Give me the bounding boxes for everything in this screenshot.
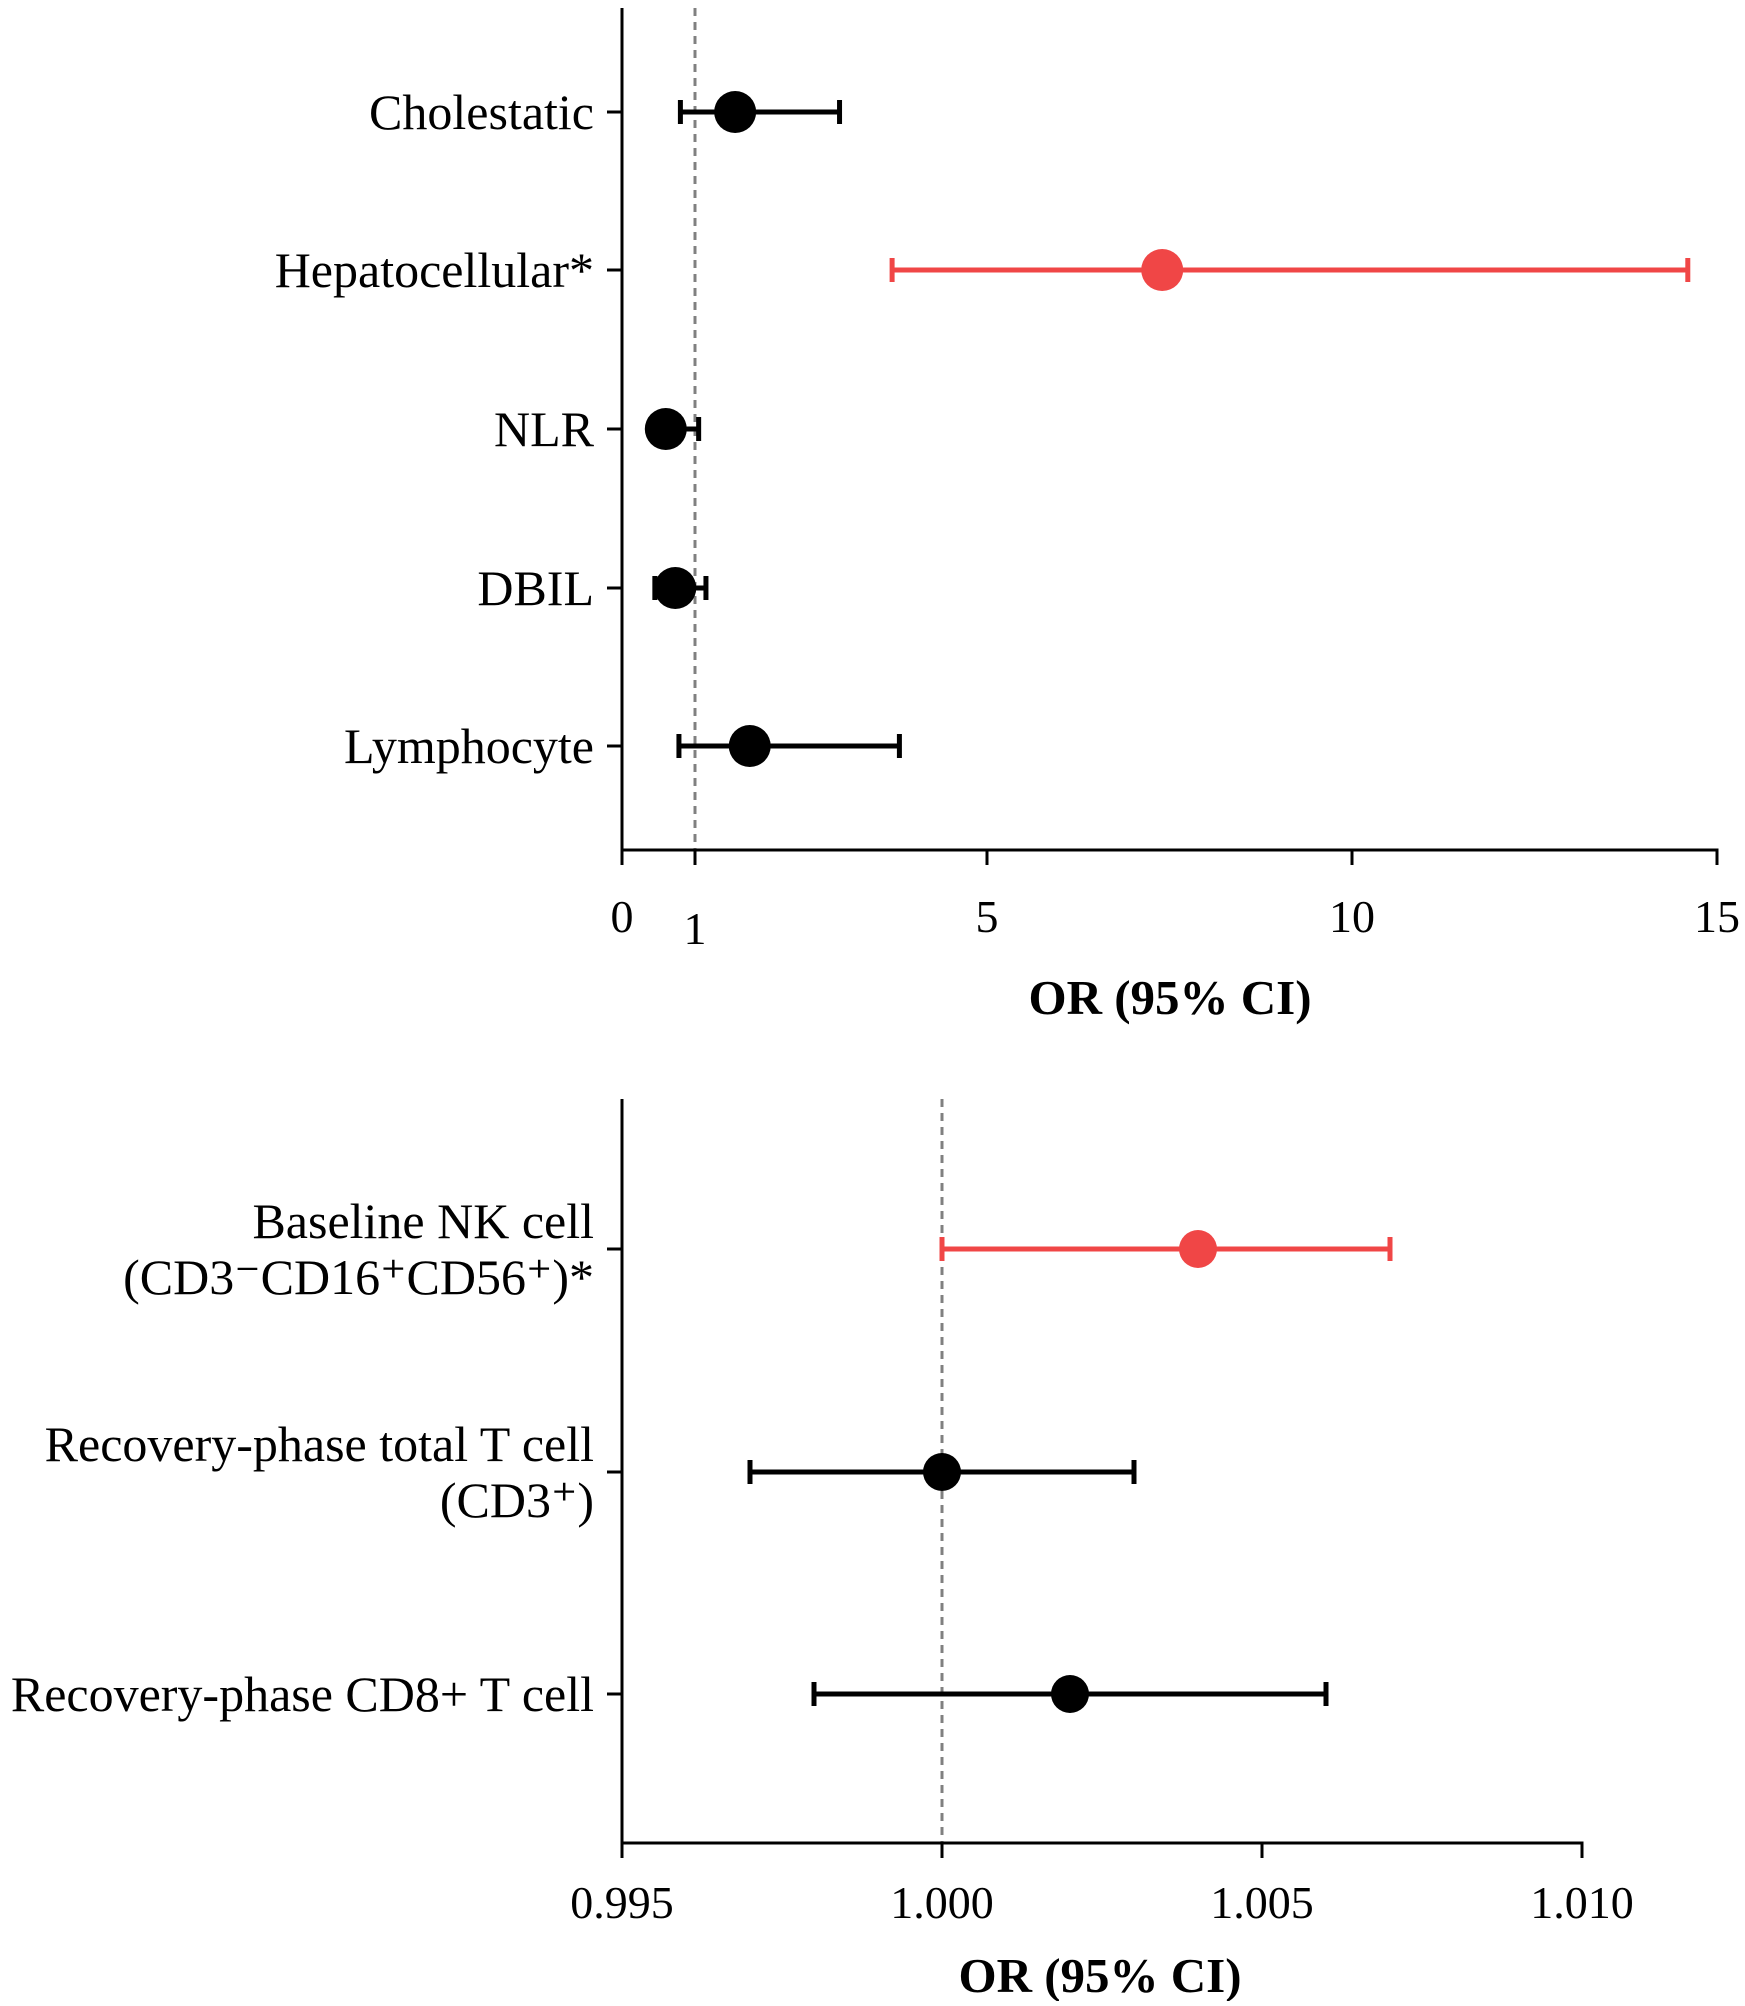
row-label: (CD3⁺) [440,1472,594,1528]
x-tick-label: 5 [976,891,999,942]
x-tick-label: 0 [611,891,634,942]
or-point [923,1453,961,1491]
row-label: Cholestatic [369,84,594,140]
x-tick-label: 1.000 [890,1877,994,1928]
row-label: Recovery-phase CD8+ T cell [11,1666,594,1722]
forest-panel-bottom: 0.995 1.000 1.005 1.010 OR (95% CI) Baseline … [11,1099,1634,2003]
x-tick-label: 1.010 [1530,1877,1634,1928]
row-label: NLR [494,401,595,457]
x-axis-title: OR (95% CI) [958,1948,1241,2001]
or-point [1051,1675,1089,1713]
row-label: Baseline NK cell [252,1193,594,1249]
or-point [1179,1230,1217,1268]
row-label: (CD3⁻CD16⁺CD56⁺)* [123,1249,594,1305]
or-point [644,408,687,450]
x-tick-label: 0.995 [570,1877,674,1928]
x-tick-label: 10 [1329,891,1375,942]
or-point [1141,249,1184,291]
x-tick-label: 1.005 [1210,1877,1314,1928]
x-tick-label: 15 [1694,891,1740,942]
or-point [654,567,697,609]
row-label: DBIL [477,560,594,616]
x-axis-title: OR (95% CI) [1028,970,1311,1025]
row-label: Hepatocellular* [275,242,594,298]
or-point [714,91,757,133]
row-label: Recovery-phase total T cell [45,1416,594,1472]
x-tick-label: 1 [684,903,707,954]
row-label: Lymphocyte [344,718,594,774]
or-point [728,725,771,767]
